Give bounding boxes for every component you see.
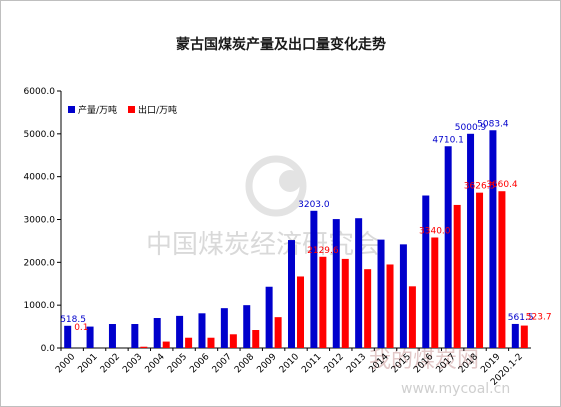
y-tick-label: 2000.0 bbox=[24, 258, 56, 268]
watermark-logo-inner-icon bbox=[279, 170, 301, 192]
bar-production bbox=[243, 305, 251, 348]
bar-export bbox=[520, 325, 528, 348]
bar-production bbox=[399, 244, 407, 348]
bar-export bbox=[431, 237, 439, 348]
bar-export bbox=[476, 192, 484, 348]
watermark-text: 中国煤炭经济研究会 bbox=[146, 230, 380, 260]
bar-production bbox=[131, 324, 139, 348]
data-label-production: 518.5 bbox=[60, 315, 86, 325]
bar-export bbox=[229, 334, 237, 348]
bar-production bbox=[444, 146, 452, 348]
x-tick-label: 2001 bbox=[76, 352, 99, 375]
x-tick-label: 2004 bbox=[144, 352, 167, 375]
legend-label-export: 出口/万吨 bbox=[138, 104, 177, 116]
data-label-production: 561.5 bbox=[508, 313, 534, 323]
bar-production bbox=[153, 318, 161, 348]
data-label-production: 5083.4 bbox=[477, 119, 509, 129]
watermark-site-name: 我的煤炭网 bbox=[369, 348, 479, 373]
bar-production bbox=[422, 195, 430, 348]
x-tick-label: 2013 bbox=[345, 352, 368, 375]
bar-production bbox=[310, 210, 318, 348]
legend: 产量/万吨 出口/万吨 bbox=[68, 104, 177, 116]
bar-production bbox=[377, 239, 385, 348]
x-tick-label: 2003 bbox=[121, 352, 144, 375]
bar-export bbox=[252, 330, 260, 348]
data-label-export: 3340.0 bbox=[419, 226, 451, 236]
y-axis: 0.0 1000.0 2000.0 3000.0 4000.0 5000.0 6000.0 bbox=[24, 87, 62, 354]
x-tick-label: 2007 bbox=[211, 352, 234, 375]
bar-export bbox=[140, 346, 148, 348]
legend-label-production: 产量/万吨 bbox=[78, 104, 117, 116]
bar-export bbox=[207, 337, 215, 348]
y-tick-label: 6000.0 bbox=[24, 87, 56, 97]
x-tick-label: 2006 bbox=[188, 352, 211, 375]
bar-export bbox=[453, 204, 461, 348]
data-label-export: 523.7 bbox=[526, 313, 552, 323]
bar-export bbox=[498, 191, 506, 348]
bar-production bbox=[265, 286, 273, 348]
legend-swatch-production bbox=[68, 106, 75, 113]
bar-export bbox=[297, 276, 304, 348]
y-tick-label: 1000.0 bbox=[24, 301, 56, 311]
bar-export bbox=[341, 258, 349, 348]
y-tick-label: 4000.0 bbox=[24, 173, 56, 183]
x-tick-label: 2002 bbox=[99, 352, 122, 375]
bar-production bbox=[511, 323, 519, 348]
bar-production bbox=[86, 326, 94, 348]
bar-production bbox=[108, 324, 116, 348]
x-tick-label: 2011 bbox=[300, 352, 323, 375]
legend-swatch-export bbox=[128, 106, 135, 113]
bar-production bbox=[332, 219, 340, 348]
bar-export bbox=[185, 337, 193, 348]
bar-production bbox=[176, 315, 184, 348]
watermark-logo-icon bbox=[245, 155, 307, 217]
bar-production bbox=[220, 308, 228, 348]
bar-export bbox=[364, 269, 372, 348]
y-tick-label: 3000.0 bbox=[24, 216, 56, 226]
bar-production bbox=[64, 325, 72, 348]
y-tick-label: 5000.0 bbox=[24, 130, 56, 140]
x-tick-label: 2005 bbox=[166, 352, 189, 375]
data-label-production: 4710.1 bbox=[432, 135, 464, 145]
bar-export bbox=[319, 256, 327, 348]
bar-export bbox=[408, 286, 416, 348]
x-tick-label: 2008 bbox=[233, 352, 256, 375]
bar-export bbox=[274, 317, 282, 348]
watermark-url: www.mycoal.cn bbox=[401, 381, 510, 397]
bar-production bbox=[288, 240, 295, 348]
bar-production bbox=[198, 313, 206, 348]
bar-export bbox=[162, 341, 170, 348]
data-label-export: 3660.4 bbox=[486, 180, 518, 190]
data-label-export: 0.1 bbox=[74, 323, 88, 333]
data-label-production: 3203.0 bbox=[298, 200, 330, 210]
bar-production bbox=[489, 130, 497, 348]
x-tick-label: 2000 bbox=[54, 352, 77, 375]
x-tick-label: 2012 bbox=[323, 352, 346, 375]
data-label-production: 5000.9 bbox=[455, 123, 487, 133]
data-label-export: 3626.5 bbox=[464, 182, 496, 192]
x-tick-label: 2010 bbox=[278, 352, 301, 375]
watermark: 中国煤炭经济研究会 我的煤炭网 www.mycoal.cn bbox=[146, 155, 510, 397]
y-tick-label: 0.0 bbox=[41, 344, 56, 354]
data-label-export: 2129.6 bbox=[307, 246, 339, 256]
bars bbox=[64, 130, 528, 348]
bar-production bbox=[467, 133, 475, 348]
bar-production bbox=[355, 218, 363, 348]
chart-title: 蒙古国煤炭产量及出口量变化走势 bbox=[176, 36, 386, 53]
bar-export bbox=[386, 264, 394, 348]
x-tick-label: 2009 bbox=[255, 352, 278, 375]
